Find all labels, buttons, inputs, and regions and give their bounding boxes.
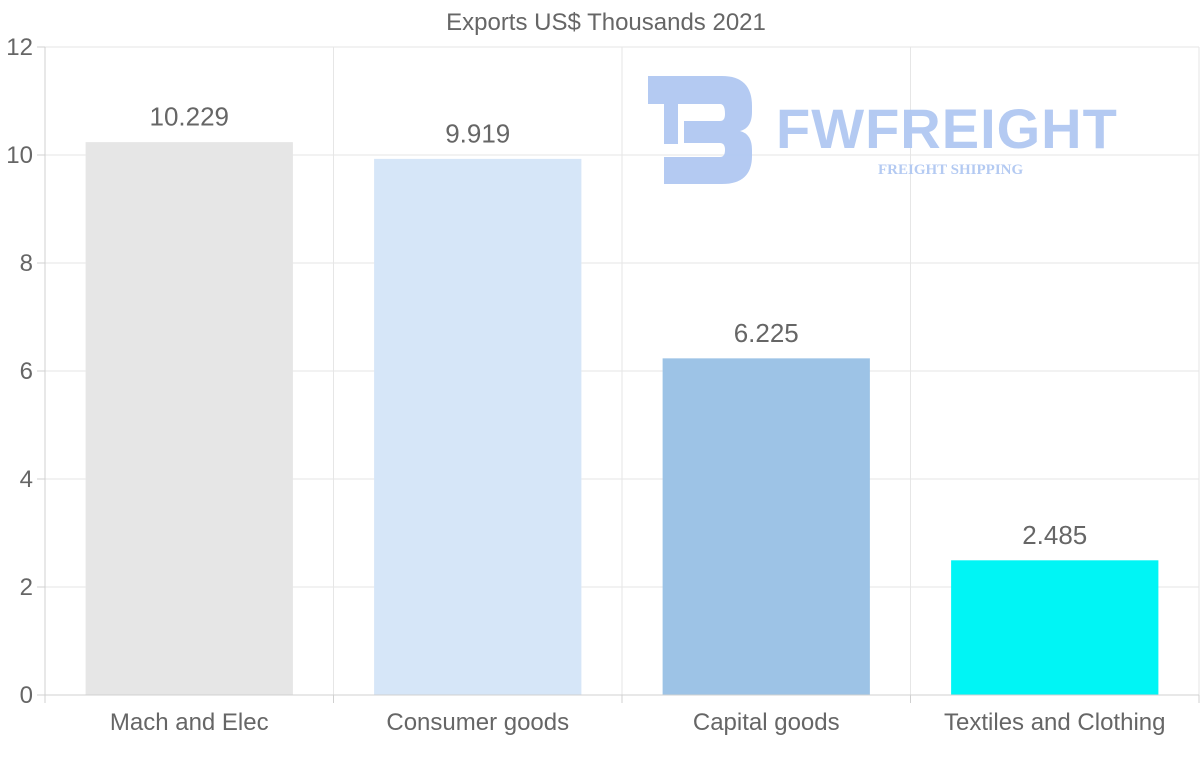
y-tick-label: 2: [20, 574, 33, 601]
x-category-label: Capital goods: [693, 709, 840, 736]
y-tick-label: 12: [6, 34, 33, 61]
bar: [85, 142, 293, 696]
data-labels: 10.229 9.919 6.225 2.485: [149, 102, 1087, 550]
chart-title: Exports US$ Thousands 2021: [446, 9, 766, 36]
x-category-label: Consumer goods: [386, 709, 569, 736]
bar-value-label: 9.919: [445, 118, 510, 148]
x-category-label: Mach and Elec: [110, 709, 269, 736]
axes: 0 2 4 6 8 10 12 Mach and Elec Consumer goods Capi…: [6, 34, 1200, 736]
watermark-name: FWFREIGHT: [776, 97, 1118, 160]
bar-value-label: 6.225: [734, 318, 799, 348]
watermark-logo: FWFREIGHT FREIGHT SHIPPING: [648, 76, 1118, 184]
y-tick-label: 10: [6, 142, 33, 169]
bar-value-label: 10.229: [149, 102, 229, 132]
y-tick-label: 0: [20, 682, 33, 709]
y-tick-label: 8: [20, 250, 33, 277]
watermark-tagline: FREIGHT SHIPPING: [878, 162, 1023, 178]
bar: [662, 358, 870, 696]
x-category-label: Textiles and Clothing: [944, 709, 1165, 736]
y-tick-label: 4: [20, 466, 33, 493]
bar: [374, 158, 582, 696]
bar: [951, 560, 1159, 696]
watermark-emblem: [648, 76, 752, 184]
y-tick-label: 6: [20, 358, 33, 385]
bar-value-label: 2.485: [1022, 520, 1087, 550]
